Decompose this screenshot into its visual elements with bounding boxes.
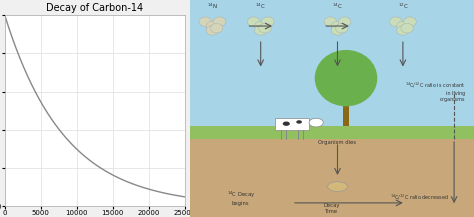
Text: 1%
$^{14}$C: 1% $^{14}$C xyxy=(332,0,343,11)
Text: $^{14}$C/$^{12}$C ratio is constant
in living
organisms: $^{14}$C/$^{12}$C ratio is constant in l… xyxy=(405,81,465,102)
Ellipse shape xyxy=(315,50,377,106)
Circle shape xyxy=(401,23,413,33)
FancyBboxPatch shape xyxy=(190,135,474,217)
FancyBboxPatch shape xyxy=(190,0,474,135)
Title: Decay of Carbon-14: Decay of Carbon-14 xyxy=(46,3,143,13)
Bar xyxy=(343,106,349,126)
Text: $^{14}$N: $^{14}$N xyxy=(207,2,218,11)
Bar xyxy=(275,118,309,130)
Circle shape xyxy=(331,21,344,31)
Circle shape xyxy=(336,23,348,33)
Text: Trace
$^{14}$C: Trace $^{14}$C xyxy=(254,0,268,11)
Circle shape xyxy=(259,23,271,33)
Circle shape xyxy=(331,26,344,35)
Circle shape xyxy=(397,26,409,35)
Text: Decay
Time: Decay Time xyxy=(324,203,340,214)
Text: $^{14}$C/$^{12}$C ratio decreased: $^{14}$C/$^{12}$C ratio decreased xyxy=(390,193,448,202)
Circle shape xyxy=(213,17,226,26)
Text: $^{14}$C Decay
begins: $^{14}$C Decay begins xyxy=(227,189,255,205)
Ellipse shape xyxy=(283,122,290,126)
Circle shape xyxy=(324,17,337,26)
Text: Organism dies: Organism dies xyxy=(319,140,356,145)
Circle shape xyxy=(404,17,416,26)
Circle shape xyxy=(199,17,211,26)
Circle shape xyxy=(247,17,260,26)
Circle shape xyxy=(210,23,223,33)
Circle shape xyxy=(255,26,267,35)
Circle shape xyxy=(206,26,219,35)
Circle shape xyxy=(206,21,219,31)
Ellipse shape xyxy=(296,120,302,124)
Circle shape xyxy=(397,21,409,31)
Circle shape xyxy=(338,17,351,26)
Ellipse shape xyxy=(328,182,347,191)
Text: 99%
$^{12}$C: 99% $^{12}$C xyxy=(397,0,409,11)
Circle shape xyxy=(255,21,267,31)
Circle shape xyxy=(390,17,402,26)
FancyBboxPatch shape xyxy=(190,126,474,139)
Circle shape xyxy=(262,17,274,26)
Ellipse shape xyxy=(309,118,323,127)
